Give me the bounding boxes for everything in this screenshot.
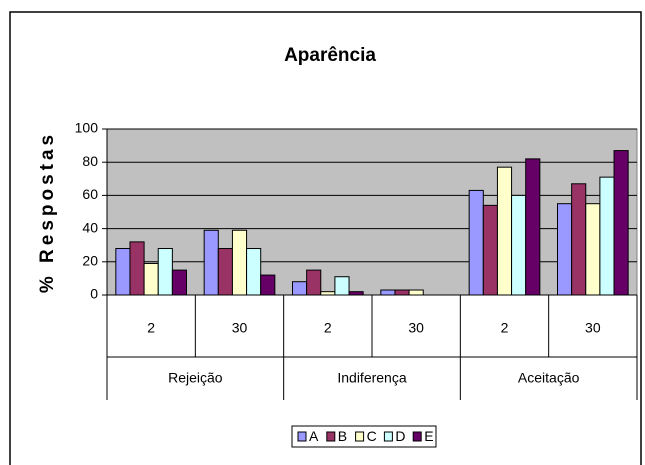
y-tick-label: 0 [90, 286, 98, 302]
bar [585, 203, 601, 296]
legend-label: C [367, 428, 377, 444]
group-label: Aceitação [518, 370, 580, 386]
bar [171, 269, 188, 296]
bar [496, 166, 513, 296]
bar [525, 158, 541, 296]
bar [408, 289, 424, 296]
legend-label: E [424, 428, 433, 444]
bar [115, 248, 131, 296]
chart-title: Aparência [284, 45, 376, 66]
bar [394, 289, 410, 296]
x-tick-label: 2 [147, 320, 155, 336]
y-tick-label: 20 [82, 253, 98, 269]
bar [217, 248, 233, 296]
bar [557, 203, 573, 296]
x-tick-label: 2 [324, 320, 332, 336]
bar [129, 241, 145, 296]
x-tick-label: 30 [585, 320, 601, 336]
y-tick-label: 60 [82, 186, 98, 202]
x-tick-label: 2 [501, 320, 509, 336]
bar [231, 229, 248, 296]
plot-area [106, 128, 638, 296]
bar [306, 269, 322, 296]
bar [482, 204, 498, 296]
legend-swatch [383, 431, 393, 442]
y-tick-label: 80 [82, 153, 98, 169]
bar [599, 176, 615, 296]
bar [292, 281, 308, 296]
bar [571, 183, 587, 296]
bar [157, 248, 173, 296]
legend-swatch [355, 431, 365, 442]
group-label: Rejeição [168, 370, 223, 386]
bar [143, 262, 159, 296]
x-tick-label: 30 [408, 320, 424, 336]
bar [203, 229, 219, 296]
bar [380, 289, 396, 296]
legend-swatch [326, 431, 336, 442]
legend-label: A [309, 428, 319, 444]
legend-label: B [338, 428, 347, 444]
y-tick-label: 40 [82, 219, 98, 235]
bar [334, 276, 350, 296]
y-tick-label: 100 [75, 120, 99, 136]
x-tick-label: 30 [232, 320, 248, 336]
group-label: Indiferença [337, 370, 406, 386]
bar [613, 150, 629, 296]
legend-label: D [395, 428, 405, 444]
bar [468, 189, 484, 296]
y-axis-label: % Respostas [37, 131, 58, 293]
legend-swatch [297, 431, 307, 442]
bar [511, 194, 527, 296]
bar [260, 274, 276, 296]
bar [246, 248, 262, 296]
legend-swatch [412, 431, 422, 442]
